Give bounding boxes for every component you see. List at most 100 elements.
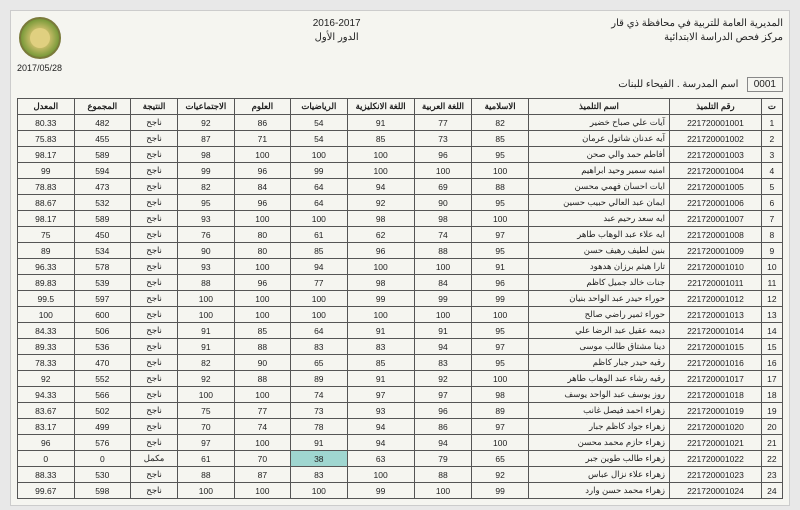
cell: ناجح bbox=[131, 115, 178, 131]
cell: زهراء محمد حسن وارد bbox=[528, 483, 669, 499]
cell: ناجح bbox=[131, 211, 178, 227]
cell: 77 bbox=[414, 115, 472, 131]
cell: 97 bbox=[414, 387, 472, 403]
cell: 100 bbox=[472, 371, 528, 387]
cell: 89 bbox=[18, 243, 75, 259]
cell: 221720001012 bbox=[670, 291, 762, 307]
cell: 91 bbox=[178, 323, 234, 339]
cell: 75.83 bbox=[18, 131, 75, 147]
cell: 84 bbox=[414, 275, 472, 291]
header-row: ت رقم التلميذ اسم التلميذ الاسلامية اللغ… bbox=[18, 99, 783, 115]
cell: ايه علاء عبد الوهاب طاهر bbox=[528, 227, 669, 243]
cell: 74 bbox=[234, 419, 290, 435]
cell: 10 bbox=[761, 259, 782, 275]
table-row: 15221720001015دينا مشتاق طالب موسى979483… bbox=[18, 339, 783, 355]
cell: آيات علي صباح خضير bbox=[528, 115, 669, 131]
cell: 70 bbox=[178, 419, 234, 435]
cell: ناجح bbox=[131, 339, 178, 355]
col-arabic: اللغة العربية bbox=[414, 99, 472, 115]
cell: 8 bbox=[761, 227, 782, 243]
cell: 221720001022 bbox=[670, 451, 762, 467]
cell: 221720001006 bbox=[670, 195, 762, 211]
cell: تارا هيثم برزان هدهود bbox=[528, 259, 669, 275]
cell: 97 bbox=[178, 435, 234, 451]
table-row: 5221720001005ايات احسان فهمي محسن8869946… bbox=[18, 179, 783, 195]
cell: زهراء احمد فيصل غانب bbox=[528, 403, 669, 419]
cell: زهراء علاء نزال عباس bbox=[528, 467, 669, 483]
cell: 100 bbox=[291, 147, 347, 163]
cell: 221720001023 bbox=[670, 467, 762, 483]
cell: 92 bbox=[472, 467, 528, 483]
cell: 221720001024 bbox=[670, 483, 762, 499]
cell: 221720001001 bbox=[670, 115, 762, 131]
cell: 77 bbox=[291, 275, 347, 291]
table-row: 2221720001002آيه عدنان شاتول عرمان857385… bbox=[18, 131, 783, 147]
cell: 0 bbox=[74, 451, 130, 467]
cell: زهراء طالب طوين جبر bbox=[528, 451, 669, 467]
cell: 532 bbox=[74, 195, 130, 211]
cell: 85 bbox=[347, 131, 414, 147]
cell: 97 bbox=[472, 419, 528, 435]
cell: 83 bbox=[414, 355, 472, 371]
table-row: 23221720001023زهراء علاء نزال عباس928810… bbox=[18, 467, 783, 483]
cell: 87 bbox=[234, 467, 290, 483]
cell: 450 bbox=[74, 227, 130, 243]
cell: 95 bbox=[472, 243, 528, 259]
cell: ديمه عقيل عبد الرضا علي bbox=[528, 323, 669, 339]
cell: زهراء جواد كاظم جبار bbox=[528, 419, 669, 435]
cell: 221720001003 bbox=[670, 147, 762, 163]
cell: ناجح bbox=[131, 435, 178, 451]
cell: 99 bbox=[178, 163, 234, 179]
cell: 89 bbox=[291, 371, 347, 387]
cell: 100 bbox=[347, 307, 414, 323]
cell: 221720001007 bbox=[670, 211, 762, 227]
cell: 506 bbox=[74, 323, 130, 339]
cell: 99 bbox=[291, 163, 347, 179]
cell: روز يوسف عبد الواحد يوسف bbox=[528, 387, 669, 403]
cell: 100 bbox=[291, 483, 347, 499]
cell: ايات احسان فهمي محسن bbox=[528, 179, 669, 195]
cell: 78.83 bbox=[18, 179, 75, 195]
cell: 73 bbox=[291, 403, 347, 419]
cell: 75 bbox=[18, 227, 75, 243]
cell: 82 bbox=[178, 179, 234, 195]
cell: ناجح bbox=[131, 307, 178, 323]
cell: 91 bbox=[347, 115, 414, 131]
cell: ناجح bbox=[131, 179, 178, 195]
cell: 100 bbox=[414, 163, 472, 179]
cell: ناجح bbox=[131, 483, 178, 499]
cell: 92 bbox=[178, 371, 234, 387]
cell: 502 bbox=[74, 403, 130, 419]
cell: 96 bbox=[18, 435, 75, 451]
cell: 62 bbox=[347, 227, 414, 243]
cell: 100 bbox=[414, 307, 472, 323]
cell: 221720001016 bbox=[670, 355, 762, 371]
cell: 83.17 bbox=[18, 419, 75, 435]
cell: 54 bbox=[291, 131, 347, 147]
cell: 99 bbox=[472, 483, 528, 499]
header-left: 2017/05/28 bbox=[17, 17, 62, 73]
cell: 221720001004 bbox=[670, 163, 762, 179]
cell: حوراء ثمير راضي صالح bbox=[528, 307, 669, 323]
cell: 24 bbox=[761, 483, 782, 499]
cell: 93 bbox=[178, 211, 234, 227]
cell: 98 bbox=[347, 275, 414, 291]
cell: 64 bbox=[291, 195, 347, 211]
cell: 221720001020 bbox=[670, 419, 762, 435]
cell: ناجح bbox=[131, 291, 178, 307]
cell: 83 bbox=[291, 467, 347, 483]
cell: ناجح bbox=[131, 227, 178, 243]
col-social: الاجتماعيات bbox=[178, 99, 234, 115]
cell: زهراء حازم محمد محسن bbox=[528, 435, 669, 451]
cell: 470 bbox=[74, 355, 130, 371]
cell: 80.33 bbox=[18, 115, 75, 131]
table-row: 3221720001003أفاطم حمد والي صحن959610010… bbox=[18, 147, 783, 163]
cell: 73 bbox=[414, 131, 472, 147]
table-row: 18221720001018روز يوسف عبد الواحد يوسف98… bbox=[18, 387, 783, 403]
cell: 23 bbox=[761, 467, 782, 483]
cell: 536 bbox=[74, 339, 130, 355]
col-science: العلوم bbox=[234, 99, 290, 115]
cell: 96 bbox=[472, 275, 528, 291]
cell: 88 bbox=[472, 179, 528, 195]
cell: 19 bbox=[761, 403, 782, 419]
